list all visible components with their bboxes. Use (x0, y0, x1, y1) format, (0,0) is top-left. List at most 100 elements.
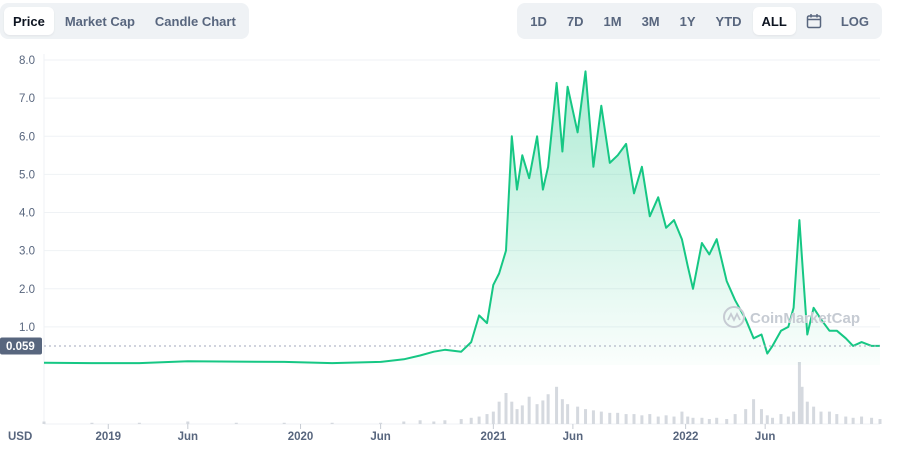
volume-bar (584, 409, 588, 424)
volume-bar (691, 417, 695, 424)
price-line (43, 70, 880, 365)
log-scale-toggle[interactable]: LOG (840, 13, 869, 29)
volume-bar (510, 401, 514, 424)
volume-bar (686, 416, 690, 424)
currency-label: USD (8, 431, 32, 443)
volume-bar (282, 422, 286, 424)
volume-bar (792, 411, 796, 424)
volume-bar (42, 421, 46, 424)
volume-bar (800, 386, 804, 424)
x-tick-label: 2022 (673, 431, 699, 443)
volume-bar (485, 414, 489, 424)
volume-bar (379, 422, 383, 424)
volume-bar (812, 406, 816, 424)
volume-bar (555, 386, 559, 424)
tab-market-cap[interactable]: Market Cap (64, 13, 135, 29)
time-range-tabs: 1D 7D 1M 3M 1Y YTD ALL LOG (517, 3, 882, 39)
y-tick-label: 8.0 (19, 55, 35, 67)
volume-bar (560, 399, 564, 424)
volume-bar (744, 409, 748, 424)
x-tick-label: Jun (370, 431, 390, 443)
volume-bar (443, 420, 447, 424)
volume-bar (576, 406, 580, 424)
volume-bar (844, 416, 848, 424)
current-price-label: 0.059 (6, 341, 35, 353)
volume-bar (186, 421, 190, 424)
y-tick-label: 3.0 (19, 246, 35, 258)
volume-bar (624, 414, 628, 424)
current-price-tag: 0.059 (0, 337, 42, 355)
volume-bar (477, 416, 481, 424)
volume-bar (700, 417, 704, 424)
volume-bar (786, 416, 790, 424)
volume-bar (546, 394, 550, 424)
volume-bar (771, 417, 775, 424)
x-tick-label: Jun (563, 431, 583, 443)
volume-bar (827, 411, 831, 424)
volume-bar (632, 414, 636, 424)
volume-bar (432, 421, 436, 424)
volume-bar (765, 415, 769, 424)
volume-bar (527, 396, 531, 424)
volume-bar (805, 401, 809, 424)
volume-bar (640, 415, 644, 424)
volume-bar (90, 422, 94, 424)
y-tick-label: 2.0 (19, 284, 35, 296)
x-tick-label: 2020 (288, 431, 314, 443)
volume-bar (860, 416, 864, 424)
volume-bar (418, 420, 422, 424)
tab-candle-chart[interactable]: Candle Chart (154, 13, 236, 29)
range-7d[interactable]: 7D (566, 13, 584, 29)
volume-bar (491, 411, 495, 424)
volume-bar (234, 422, 238, 424)
volume-bar (779, 414, 783, 424)
y-tick-label: 6.0 (19, 131, 35, 143)
range-1y[interactable]: 1Y (679, 13, 696, 29)
volume-bar (851, 417, 855, 424)
calendar-button[interactable] (798, 7, 830, 35)
volume-bar (520, 405, 524, 424)
volume-bar (497, 401, 501, 424)
x-tick-label: Jun (178, 431, 198, 443)
volume-bar (566, 404, 570, 424)
tab-price[interactable]: Price (4, 7, 54, 35)
volume-bar (469, 417, 473, 424)
calendar-icon (806, 14, 822, 29)
volume-bar (870, 417, 874, 424)
volume-bar (878, 419, 882, 424)
coinmarketcap-watermark: CoinMarketCap (723, 306, 860, 328)
price-area-fill (44, 71, 880, 366)
volume-bar (504, 393, 508, 424)
y-tick-label: 1.0 (19, 322, 35, 334)
volume-bar (733, 414, 737, 424)
volume-bar (137, 422, 141, 424)
volume-bar (819, 411, 823, 424)
price-chart: CoinMarketCap 8.0 7.0 6.0 5.0 4.0 3.0 2.0 1.0 2… (0, 54, 882, 443)
x-tick-label: Jun (755, 431, 775, 443)
range-ytd[interactable]: YTD (715, 13, 742, 29)
x-tick-label: 2019 (95, 431, 121, 443)
volume-bar (648, 414, 652, 424)
volume-bar (725, 419, 729, 424)
volume-bar (707, 419, 711, 424)
range-1m[interactable]: 1M (603, 13, 622, 29)
volume-bar (672, 416, 676, 424)
volume-bar (680, 411, 684, 424)
volume-bar (797, 362, 801, 424)
y-tick-label: 5.0 (19, 169, 35, 181)
watermark-text: CoinMarketCap (750, 310, 860, 327)
volume-bar (752, 399, 756, 424)
volume-bar (616, 412, 620, 424)
range-1d[interactable]: 1D (530, 13, 547, 29)
volume-bar (608, 412, 612, 424)
volume-bar (459, 419, 463, 424)
range-3m[interactable]: 3M (641, 13, 660, 29)
x-tick-label: 2021 (481, 431, 507, 443)
range-all[interactable]: ALL (752, 7, 796, 35)
volume-bar (664, 415, 668, 424)
volume-bar (515, 409, 519, 424)
y-tick-label: 7.0 (19, 93, 35, 105)
volume-bar (591, 410, 595, 424)
volume-bar (715, 417, 719, 424)
volume-bar (541, 400, 545, 424)
